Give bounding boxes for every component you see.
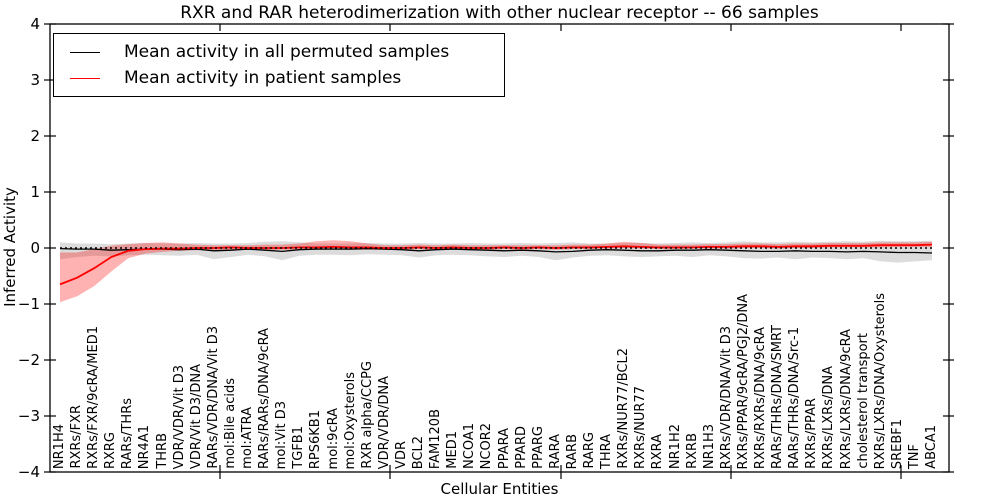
x-tick-label: NR1H2 (667, 423, 683, 469)
x-tick-label: RXR alpha/CCPG (359, 361, 375, 469)
x-tick-label: RXRs/PPAR/9cRA/PGJ2/DNA (735, 293, 751, 470)
x-tick-label: PPARA (496, 427, 512, 469)
x-tick-label: cholesterol transport (855, 333, 871, 469)
x-tick-label: RARs/VDR/DNA/Vit D3 (205, 326, 221, 469)
x-tick-label: RARG (582, 432, 598, 469)
x-tick-label: mol:Vit D3 (274, 400, 290, 469)
x-tick-label: RXRs/FXR (69, 405, 85, 469)
x-tick-label: VDR (393, 441, 409, 469)
x-tick-label: RXRs/NUR77/BCL2 (616, 348, 632, 469)
x-tick-label: BCL2 (411, 435, 427, 469)
x-tick-label: RXRs/LXRs/DNA/Oxysterols (872, 292, 888, 469)
x-tick-label: FAM120B (428, 408, 444, 469)
x-tick-label: ABCA1 (924, 425, 939, 469)
y-tick-label: 2 (30, 127, 40, 145)
x-tick-label: RARs/RARs/DNA/9cRA (257, 328, 273, 469)
x-tick-label: RXRs/NUR77 (633, 386, 649, 469)
legend-label-permuted: Mean activity in all permuted samples (124, 42, 450, 62)
x-tick-label: RARs/THRs/DNA/Src-1 (787, 327, 803, 469)
x-tick-label: NCOR2 (479, 422, 495, 469)
y-tick-label: 1 (30, 183, 40, 201)
x-tick-label: mol:Bile acids (222, 378, 238, 469)
x-tick-label: RXRG (103, 431, 119, 469)
legend-line-sample-red (70, 77, 100, 79)
x-tick-label: NCOA1 (462, 423, 478, 469)
x-tick-label: SREBF1 (889, 418, 905, 469)
x-tick-label: mol:ATRA (240, 407, 256, 469)
y-tick-label: 3 (30, 71, 40, 89)
x-tick-label: mol:9cRA (325, 407, 341, 469)
x-tick-label: MED1 (445, 431, 461, 469)
x-tick-label: TNF (906, 443, 922, 469)
x-tick-label: TGFB1 (291, 426, 307, 469)
x-tick-label: RARA (547, 434, 563, 469)
x-tick-label: RXRs/VDR/DNA/Vit D3 (718, 325, 734, 469)
legend: Mean activity in all permuted samples Me… (53, 33, 505, 97)
y-tick-label: 4 (30, 15, 40, 33)
x-tick-label: THRB (154, 433, 170, 469)
x-tick-label: RXRs/LXRs/DNA/9cRA (838, 328, 854, 469)
legend-line-sample-black (70, 51, 100, 53)
x-tick-label: RXRs/PPAR (804, 398, 820, 469)
x-tick-label: RXRs/LXRs/DNA (821, 365, 837, 469)
x-tick-label: NR1H3 (701, 423, 717, 469)
x-tick-label: RARs/THRs/DNA/SMRT (770, 325, 786, 469)
x-tick-label: NR1H4 (52, 423, 67, 469)
x-tick-label: RARB (564, 433, 580, 469)
y-tick-label: 0 (30, 239, 40, 257)
y-tick-label: −2 (17, 351, 40, 369)
y-tick-label: −1 (17, 295, 40, 313)
x-tick-label: VDR/VDR/DNA (376, 375, 392, 469)
x-tick-label: PPARG (530, 426, 546, 469)
y-tick-label: −4 (17, 463, 40, 481)
legend-item-patient: Mean activity in patient samples (70, 65, 504, 91)
legend-label-patient: Mean activity in patient samples (124, 68, 402, 88)
x-tick-label: RXRA (650, 433, 666, 469)
x-tick-label: RXRs/RXRs/DNA/9cRA (753, 326, 769, 469)
x-tick-label: mol:Oxysterols (342, 371, 358, 470)
x-tick-label: RARs/THRs (120, 397, 136, 469)
x-tick-label: RXRs/FXR/9cRA/MED1 (86, 326, 102, 469)
x-tick-label: PPARD (513, 426, 529, 469)
x-axis-label: Cellular Entities (440, 480, 559, 498)
x-tick-label: VDR/Vit D3/DNA (188, 363, 204, 469)
x-tick-label: RPS6KB1 (308, 409, 324, 469)
y-tick-label: −3 (17, 407, 40, 425)
x-tick-label: RXRB (684, 433, 700, 469)
chart-title: RXR and RAR heterodimerization with othe… (180, 3, 819, 23)
legend-item-permuted: Mean activity in all permuted samples (70, 39, 504, 65)
x-tick-label: THRA (599, 433, 615, 469)
x-tick-label: NR4A1 (137, 424, 153, 469)
x-tick-label: VDR/VDR/Vit D3 (171, 364, 187, 469)
